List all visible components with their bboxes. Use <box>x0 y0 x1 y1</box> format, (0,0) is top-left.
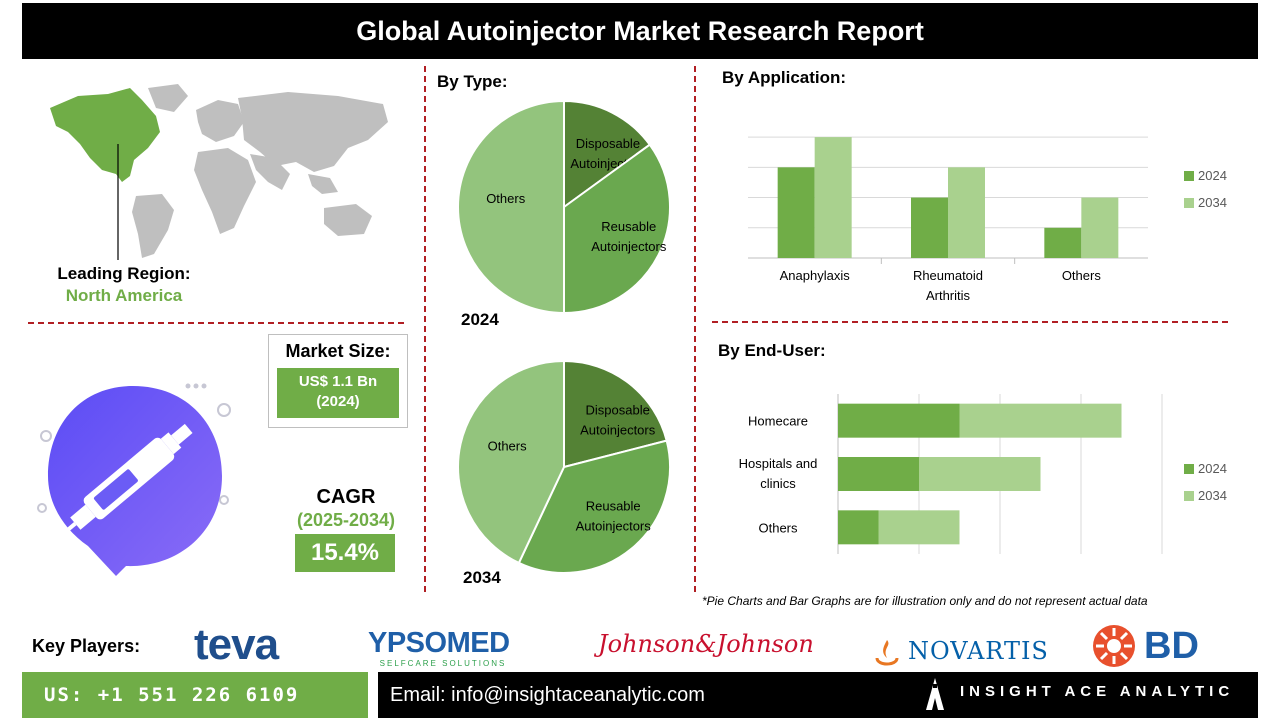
app-x-tick-label: Others <box>1062 268 1102 283</box>
illustration-note: *Pie Charts and Bar Graphs are for illus… <box>702 594 1148 608</box>
end-legend-label-2024: 2024 <box>1198 461 1227 476</box>
north-america-highlight <box>50 88 160 182</box>
report-title: Global Autoinjector Market Research Repo… <box>22 3 1258 59</box>
pie-label-others-line: Others <box>488 438 528 453</box>
leading-region-label: Leading Region: <box>57 264 191 283</box>
phone-contact[interactable]: US: +1 551 226 6109 <box>22 672 368 718</box>
pie-2024-year: 2024 <box>461 310 499 329</box>
pie-label-disposable-line: Autoinjectors <box>580 422 656 437</box>
market-size-year: (2024) <box>316 393 360 410</box>
app-legend-label-2034: 2034 <box>1198 195 1227 210</box>
pie-label-others: Others <box>488 438 528 453</box>
app-bar-2034 <box>948 167 985 258</box>
by-application-heading: By Application: <box>722 68 847 87</box>
application-bar-chart: Anaphylaxis Rheumatoid Arthritis Others 2024… <box>748 136 1227 303</box>
divider-right-horizontal <box>712 321 1228 323</box>
app-bar-2034 <box>1081 197 1119 258</box>
pie-label-disposable: Disposable Autoinjectors <box>580 402 656 437</box>
end-bar-2034 <box>878 510 960 545</box>
pie-slice-disposable <box>563 359 668 469</box>
by-type-heading: By Type: <box>437 72 508 91</box>
ypsomed-logo: YPSOMED SELFCARE SOLUTIONS <box>368 627 510 668</box>
key-players-label: Key Players: <box>32 636 141 656</box>
pie-2034-year: 2034 <box>463 568 501 587</box>
world-map <box>50 84 388 260</box>
end-y-tick-label: Others <box>758 520 798 535</box>
brand-logo-icon <box>926 678 944 710</box>
novartis-logo: NOVARTIS <box>872 636 1049 666</box>
app-x-tick-label-line: Anaphylaxis <box>780 268 851 283</box>
teva-logo: teva <box>194 620 279 669</box>
pie-label-reusable-line: Reusable <box>601 219 656 234</box>
pie-label-reusable-line: Reusable <box>586 498 641 513</box>
end-bar-2024 <box>838 510 879 545</box>
pie-slice-reusable <box>517 439 671 574</box>
app-legend-swatch-2034 <box>1184 198 1194 208</box>
pie-label-others-line: Others <box>486 191 526 206</box>
end-bar-2024 <box>838 457 919 491</box>
app-x-tick-label-line: Arthritis <box>926 288 971 303</box>
app-x-tick-label: Rheumatoid Arthritis <box>913 268 983 303</box>
app-bar-2024 <box>911 197 948 258</box>
end-y-tick-label: Homecare <box>748 414 808 429</box>
end-bar-2024 <box>838 403 960 438</box>
end-y-tick-label-line: Homecare <box>748 414 808 429</box>
market-size-label: Market Size: <box>285 341 391 361</box>
end-y-tick-label-line: Hospitals and <box>739 456 818 471</box>
pie-label-disposable-line: Disposable <box>576 136 640 151</box>
divider-left <box>424 66 426 592</box>
market-size-box: Market Size: US$ 1.1 Bn (2024) <box>268 334 408 428</box>
end-y-tick-label-line: clinics <box>760 476 796 491</box>
autoinjector-icon <box>37 383 231 576</box>
app-legend-swatch-2024 <box>1184 171 1194 181</box>
brand-name: INSIGHT ACE ANALYTIC <box>960 683 1235 700</box>
divider-right <box>694 66 696 592</box>
pie-slice-reusable <box>563 143 671 315</box>
end-legend-swatch-2034 <box>1184 491 1194 501</box>
cagr-years: (2025-2034) <box>296 510 396 530</box>
app-x-tick-label: Anaphylaxis <box>780 268 851 283</box>
pie-slice-others <box>457 99 565 315</box>
pie-label-others: Others <box>486 191 526 206</box>
cagr-label: CAGR <box>316 486 376 508</box>
pie-label-reusable: Reusable Autoinjectors <box>576 498 652 533</box>
app-bar-2024 <box>777 167 815 258</box>
pie-chart-2034: Disposable Autoinjectors Reusable Autoinjec… <box>457 359 671 574</box>
bd-logo: BD <box>1092 624 1199 668</box>
pie-label-disposable-line: Disposable <box>586 402 650 417</box>
market-size-value: US$ 1.1 Bn (2024) <box>277 368 399 418</box>
pie-label-reusable-line: Autoinjectors <box>576 518 652 533</box>
pie-slice-disposable <box>563 99 652 209</box>
cagr-value: 15.4% <box>295 534 395 572</box>
end-legend-label-2034: 2034 <box>1198 488 1227 503</box>
end-user-bar-chart: Homecare Hospitals and clinics Others 2024 20… <box>739 394 1227 554</box>
app-legend-label-2024: 2024 <box>1198 168 1227 183</box>
by-end-user-heading: By End-User: <box>718 341 826 360</box>
divider-left-horizontal <box>28 322 404 324</box>
end-legend-swatch-2024 <box>1184 464 1194 474</box>
pie-label-reusable-line: Autoinjectors <box>591 239 667 254</box>
pie-slice-others <box>457 359 565 565</box>
novartis-flame-icon <box>875 640 899 666</box>
leading-region-value: North America <box>65 286 183 305</box>
johnson-johnson-logo: Johnson&Johnson <box>598 630 814 658</box>
bd-sunburst-icon <box>1093 625 1135 667</box>
app-bar-2034 <box>814 137 852 258</box>
end-bar-2034 <box>959 403 1122 438</box>
app-x-tick-label-line: Rheumatoid <box>913 268 983 283</box>
app-bar-2024 <box>1044 227 1082 258</box>
pie-label-reusable: Reusable Autoinjectors <box>591 219 667 254</box>
end-y-tick-label: Hospitals and clinics <box>739 456 818 491</box>
end-y-tick-label-line: Others <box>758 520 798 535</box>
app-x-tick-label-line: Others <box>1062 268 1102 283</box>
email-contact[interactable]: Email: info@insightaceanalytic.com <box>378 672 1258 718</box>
end-bar-2034 <box>919 457 1041 491</box>
market-size-amount: US$ 1.1 Bn <box>298 373 378 390</box>
